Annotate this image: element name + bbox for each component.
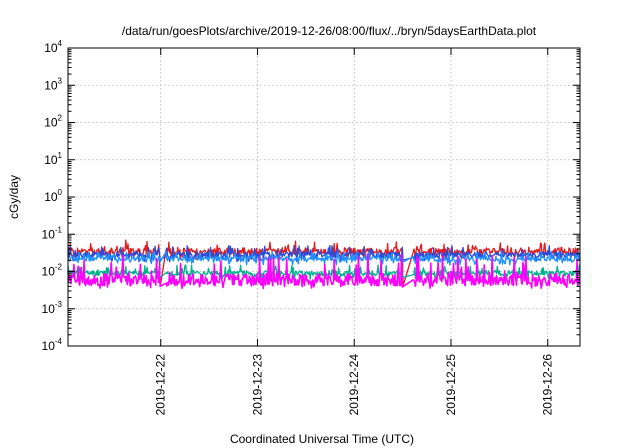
- y-tick-base: 10: [44, 153, 58, 167]
- y-tick-exponent: 1: [58, 151, 63, 160]
- series-line-1: [67, 239, 581, 288]
- y-tick-label: 102: [44, 114, 62, 130]
- y-tick-exponent: -1: [55, 225, 63, 234]
- y-tick-label: 10-1: [42, 225, 63, 241]
- y-tick-base: 10: [44, 116, 58, 130]
- x-axis-label: Coordinated Universal Time (UTC): [230, 432, 414, 446]
- x-tick-label: 2019-12-25: [444, 354, 458, 416]
- y-tick-label: 104: [44, 39, 62, 55]
- chart-title: /data/run/goesPlots/archive/2019-12-26/0…: [122, 24, 537, 38]
- y-tick-label: 10-2: [42, 263, 63, 279]
- y-tick-exponent: -3: [55, 300, 63, 309]
- y-axis-label: cGy/day: [7, 175, 21, 219]
- y-tick-label: 100: [44, 188, 62, 204]
- series-line-3: [67, 250, 581, 266]
- x-tick-labels: 2019-12-22 2019-12-23 2019-12-24 2019-12-25…: [154, 354, 555, 416]
- y-tick-label: 101: [44, 151, 62, 167]
- y-tick-exponent: 4: [58, 39, 63, 48]
- y-tick-exponent: 2: [58, 114, 63, 123]
- x-tick-label: 2019-12-23: [250, 354, 264, 416]
- y-tick-label: 10-4: [42, 337, 63, 353]
- y-tick-label: 10-3: [42, 300, 63, 316]
- y-tick-base: 10: [44, 190, 58, 204]
- x-tick-label: 2019-12-22: [154, 354, 168, 416]
- y-tick-exponent: 0: [58, 188, 63, 197]
- y-tick-base: 10: [42, 302, 56, 316]
- y-tick-exponent: -4: [55, 337, 63, 346]
- x-tick-label: 2019-12-24: [347, 354, 361, 416]
- axis-ticks: [68, 47, 580, 347]
- y-tick-base: 10: [44, 41, 58, 55]
- grid-lines: [68, 47, 580, 347]
- series-line-5: [67, 253, 581, 290]
- x-tick-label: 2019-12-26: [541, 354, 555, 416]
- y-tick-base: 10: [42, 227, 56, 241]
- series-lines: [67, 239, 581, 290]
- y-tick-exponent: -2: [55, 263, 63, 272]
- y-tick-label: 103: [44, 76, 62, 92]
- y-tick-base: 10: [44, 78, 58, 92]
- y-tick-exponent: 3: [58, 76, 63, 85]
- y-tick-base: 10: [42, 339, 56, 353]
- y-tick-base: 10: [42, 265, 56, 279]
